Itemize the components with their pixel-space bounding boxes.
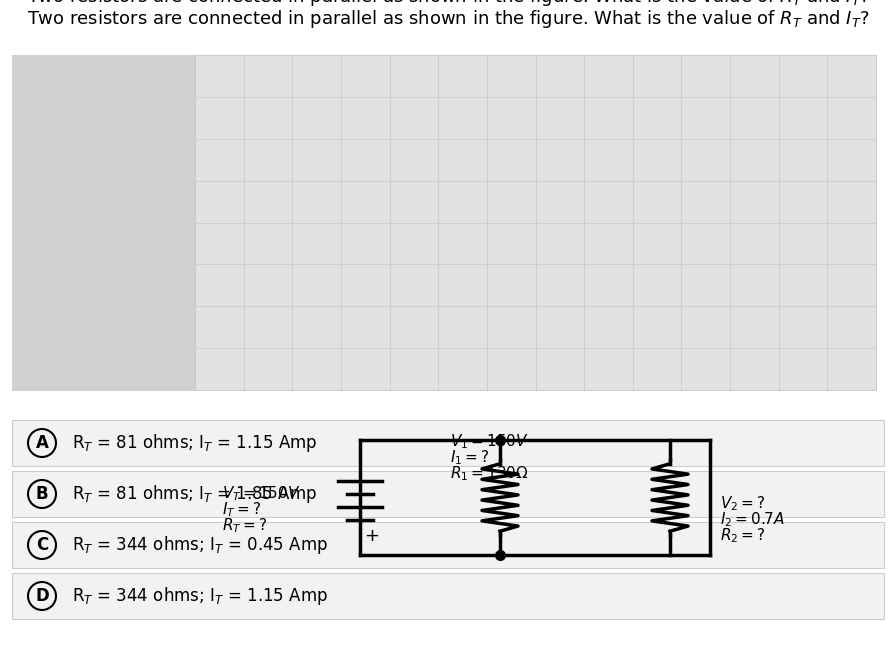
Bar (12, 573, 884, 619)
Text: $R_T = ?$: $R_T = ?$ (222, 516, 267, 535)
Text: R$_T$ = 81 ohms; I$_T$ = 1.85 Amp: R$_T$ = 81 ohms; I$_T$ = 1.85 Amp (72, 483, 317, 505)
Bar (12, 55, 195, 390)
Bar (195, 55, 876, 390)
Text: R$_T$ = 344 ohms; I$_T$ = 0.45 Amp: R$_T$ = 344 ohms; I$_T$ = 0.45 Amp (72, 534, 328, 556)
Bar (12, 522, 884, 568)
Text: $R_1 = 130\Omega$: $R_1 = 130\Omega$ (450, 464, 529, 483)
Bar (12, 471, 884, 517)
Text: $R_2 = ?$: $R_2 = ?$ (720, 527, 765, 545)
Text: +: + (364, 527, 379, 545)
Text: R$_T$ = 81 ohms; I$_T$ = 1.15 Amp: R$_T$ = 81 ohms; I$_T$ = 1.15 Amp (72, 432, 317, 454)
Text: A: A (36, 434, 48, 452)
Text: $I_2 = 0.7A$: $I_2 = 0.7A$ (720, 510, 785, 529)
Text: C: C (36, 536, 48, 554)
Text: D: D (35, 587, 49, 605)
Text: Two resistors are connected in parallel as shown in the figure. What is the valu: Two resistors are connected in parallel … (27, 0, 869, 8)
Text: $I_T = ?$: $I_T = ?$ (222, 500, 261, 519)
Text: $V_2 = ?$: $V_2 = ?$ (720, 494, 765, 513)
Text: $I_1 = ?$: $I_1 = ?$ (450, 448, 489, 467)
Text: $V_1 = 150V$: $V_1 = 150V$ (450, 432, 529, 451)
Text: B: B (36, 485, 48, 503)
Text: Two resistors are connected in parallel as shown in the figure. What is the valu: Two resistors are connected in parallel … (27, 8, 869, 30)
Text: $V_T = 150V$: $V_T = 150V$ (222, 484, 300, 503)
Bar (12, 420, 884, 466)
Text: R$_T$ = 344 ohms; I$_T$ = 1.15 Amp: R$_T$ = 344 ohms; I$_T$ = 1.15 Amp (72, 585, 328, 607)
